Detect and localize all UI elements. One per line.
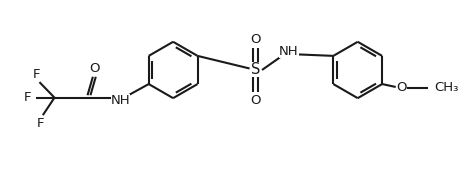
Text: O: O — [396, 82, 407, 94]
Text: NH: NH — [111, 94, 130, 107]
Text: F: F — [24, 91, 31, 104]
Text: O: O — [250, 33, 261, 46]
Text: O: O — [89, 62, 100, 74]
Text: O: O — [250, 94, 261, 107]
Text: NH: NH — [279, 46, 299, 58]
Text: F: F — [32, 68, 40, 81]
Text: CH₃: CH₃ — [434, 82, 458, 94]
Text: F: F — [37, 117, 45, 130]
Text: S: S — [251, 62, 260, 77]
